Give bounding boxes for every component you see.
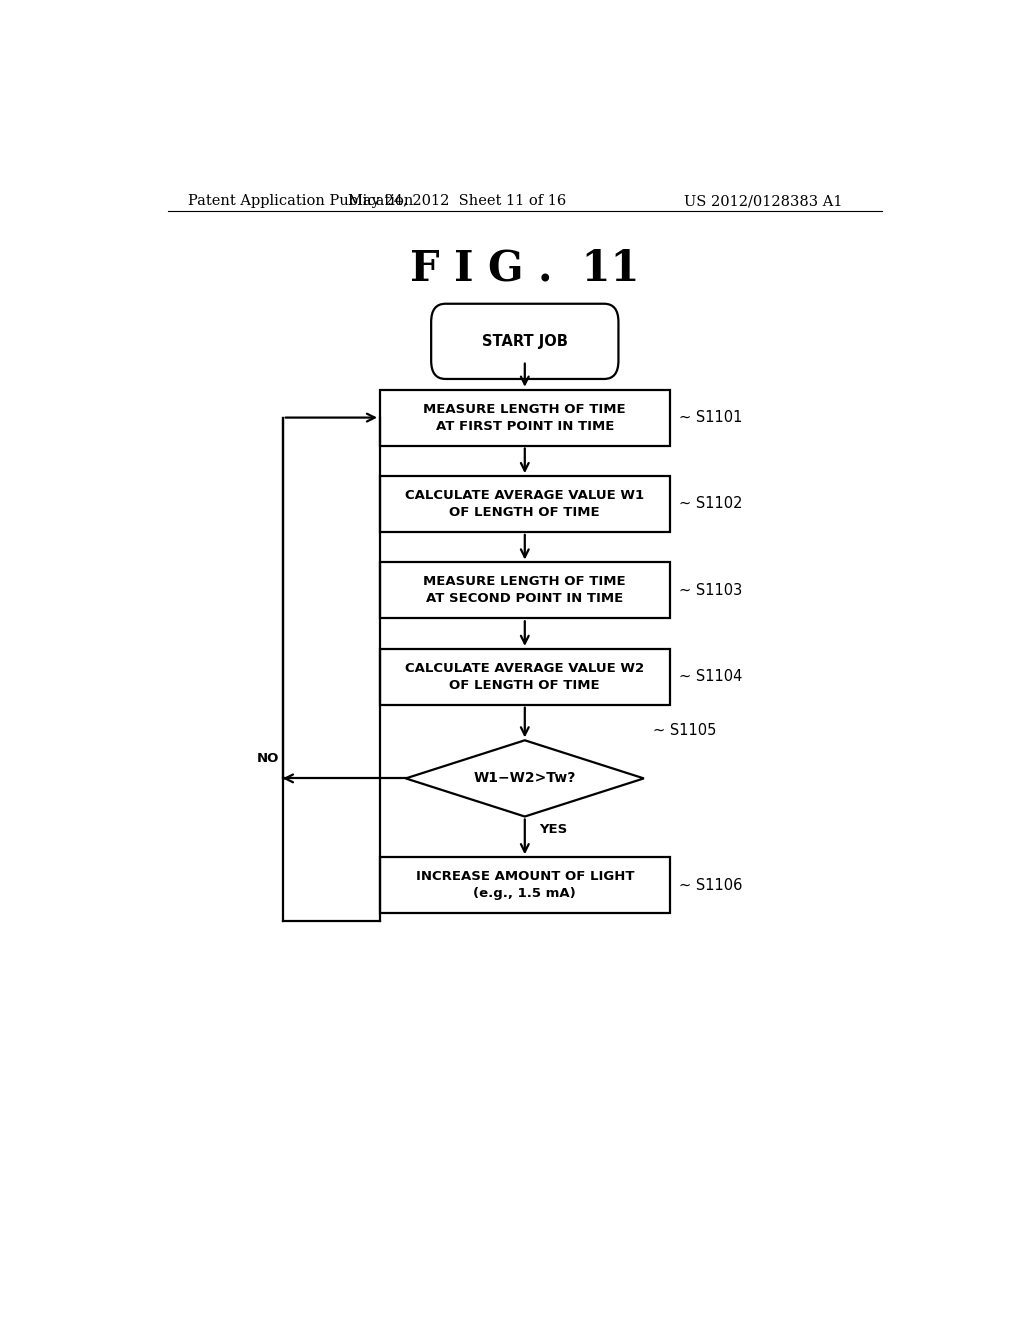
Bar — [380, 649, 670, 705]
Bar — [380, 857, 670, 913]
Text: W1−W2>Tw?: W1−W2>Tw? — [474, 771, 575, 785]
Text: May 24, 2012  Sheet 11 of 16: May 24, 2012 Sheet 11 of 16 — [348, 194, 566, 209]
Bar — [380, 477, 670, 532]
Text: NO: NO — [256, 752, 279, 766]
Text: CALCULATE AVERAGE VALUE W1
OF LENGTH OF TIME: CALCULATE AVERAGE VALUE W1 OF LENGTH OF … — [406, 488, 644, 519]
Text: INCREASE AMOUNT OF LIGHT
(e.g., 1.5 mA): INCREASE AMOUNT OF LIGHT (e.g., 1.5 mA) — [416, 870, 634, 900]
Text: ~ S1103: ~ S1103 — [679, 583, 742, 598]
Text: ~ S1106: ~ S1106 — [679, 878, 742, 892]
Text: START JOB: START JOB — [482, 334, 567, 348]
FancyBboxPatch shape — [431, 304, 618, 379]
Text: MEASURE LENGTH OF TIME
AT FIRST POINT IN TIME: MEASURE LENGTH OF TIME AT FIRST POINT IN… — [424, 403, 626, 433]
Bar — [380, 389, 670, 446]
Text: MEASURE LENGTH OF TIME
AT SECOND POINT IN TIME: MEASURE LENGTH OF TIME AT SECOND POINT I… — [424, 576, 626, 606]
Text: ~ S1105: ~ S1105 — [653, 722, 717, 738]
Text: ~ S1104: ~ S1104 — [679, 669, 742, 684]
Text: YES: YES — [539, 822, 567, 836]
Text: CALCULATE AVERAGE VALUE W2
OF LENGTH OF TIME: CALCULATE AVERAGE VALUE W2 OF LENGTH OF … — [406, 661, 644, 692]
Text: US 2012/0128383 A1: US 2012/0128383 A1 — [684, 194, 842, 209]
Text: ~ S1101: ~ S1101 — [679, 411, 742, 425]
Text: ~ S1102: ~ S1102 — [679, 496, 742, 511]
Polygon shape — [406, 741, 644, 817]
Bar — [380, 562, 670, 618]
Text: F I G .  11: F I G . 11 — [410, 247, 640, 289]
Text: Patent Application Publication: Patent Application Publication — [187, 194, 413, 209]
